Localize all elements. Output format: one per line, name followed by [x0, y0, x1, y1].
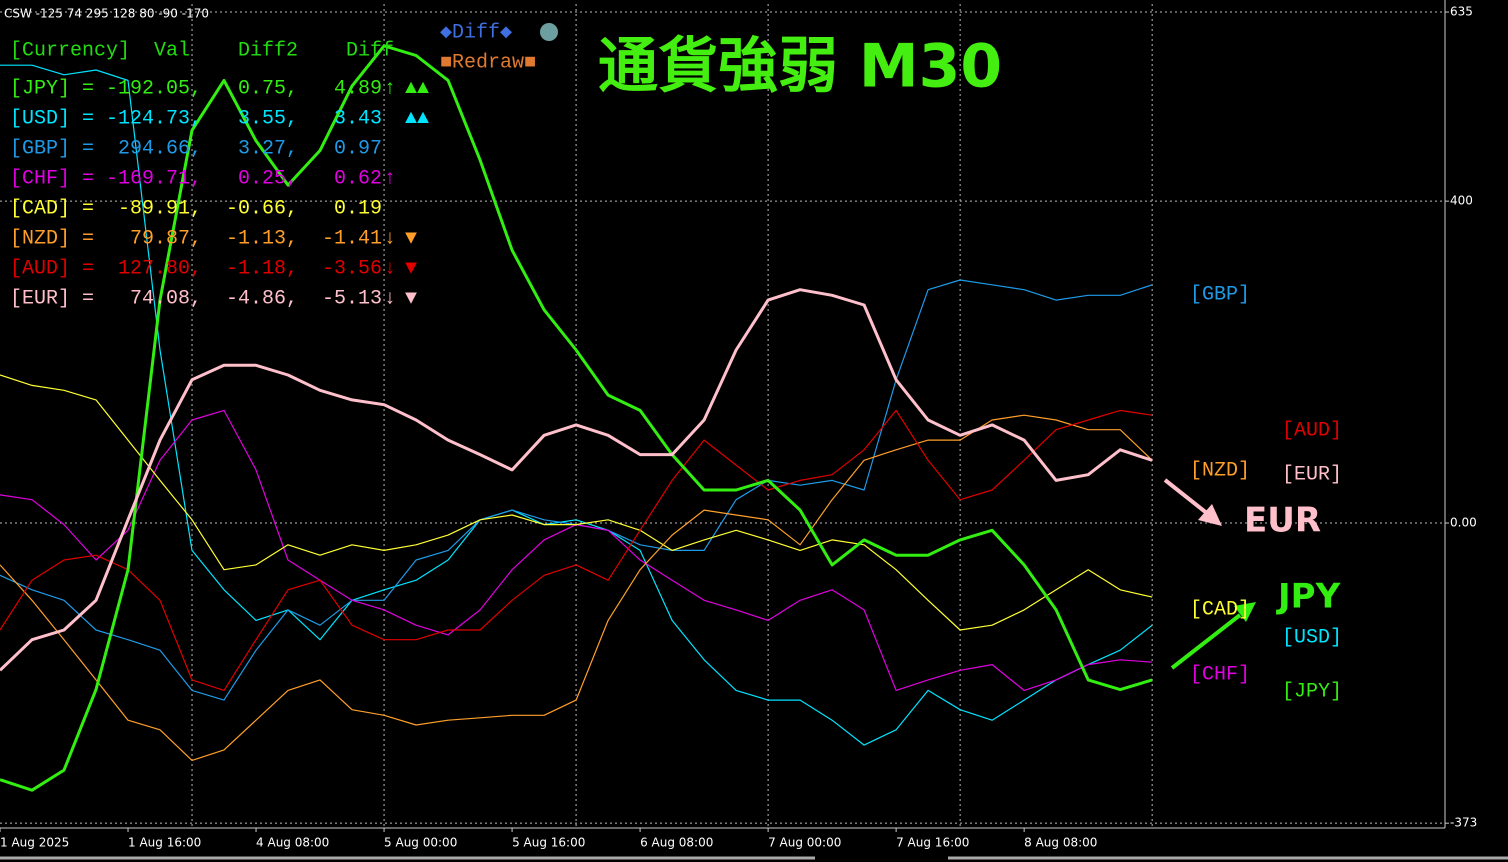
panel-arrow: ↓ — [384, 257, 396, 280]
panel-row: [USD] = -124.73, 3.55, 3.43 — [10, 107, 382, 130]
panel-signal: ▲▲ — [405, 107, 429, 130]
diff-button[interactable]: ◆Diff◆ — [440, 21, 512, 44]
panel-row: [GBP] = 294.66, 3.27, 0.97 — [10, 137, 382, 160]
x-tick-label: 5 Aug 16:00 — [512, 836, 585, 850]
series-line — [0, 44, 1153, 792]
x-tick-label: 1 Aug 2025 — [0, 836, 69, 850]
legend-label: [AUD] — [1282, 419, 1342, 442]
series-line — [0, 409, 1153, 691]
x-tick-label: 8 Aug 08:00 — [1024, 836, 1097, 850]
toggle-dot[interactable] — [540, 23, 558, 41]
panel-signal: ▲▲ — [405, 77, 429, 100]
panel-row: [CHF] = -169.71, 0.25, 0.62 — [10, 167, 382, 190]
legend-label: [EUR] — [1282, 463, 1342, 486]
legend-label: [JPY] — [1282, 680, 1342, 703]
panel-header: [Currency] Val Diff2 Diff — [10, 39, 394, 62]
x-tick-label: 7 Aug 00:00 — [768, 836, 841, 850]
annotation: EUR — [1244, 501, 1321, 541]
x-tick-label: 5 Aug 00:00 — [384, 836, 457, 850]
panel-row: [AUD] = 127.80, -1.18, -3.56 — [10, 257, 382, 280]
arrow-head — [1234, 602, 1256, 622]
redraw-button[interactable]: ■Redraw■ — [440, 51, 536, 74]
panel-signal: ▼ — [405, 287, 417, 310]
y-tick-label: 400 — [1450, 194, 1473, 208]
annotation: JPY — [1276, 577, 1341, 617]
panel-row: [NZD] = 79.87, -1.13, -1.41 — [10, 227, 382, 250]
indicator-header: CSW -125 74 295 128 80 -90 -170 — [4, 7, 209, 21]
x-tick-label: 6 Aug 08:00 — [640, 836, 713, 850]
arrow — [1163, 478, 1215, 520]
legend-label: [GBP] — [1190, 283, 1250, 306]
arrow — [1170, 613, 1242, 670]
x-tick-label: 7 Aug 16:00 — [896, 836, 969, 850]
series-line — [0, 414, 1153, 761]
x-tick-label: 4 Aug 08:00 — [256, 836, 329, 850]
legend-label: [USD] — [1282, 626, 1342, 649]
panel-arrow: ↑ — [384, 77, 396, 100]
series-line — [0, 374, 1153, 631]
y-tick-label: 635 — [1450, 5, 1473, 19]
y-tick-label: -373 — [1450, 816, 1477, 830]
legend-label: [CHF] — [1190, 663, 1250, 686]
y-tick-label: 0.00 — [1450, 516, 1477, 530]
panel: [JPY] = -192.05, 0.75, 4.89 ↑ ▲▲[USD] = -1… — [10, 77, 429, 310]
panel-row: [JPY] = -192.05, 0.75, 4.89 — [10, 77, 382, 100]
lines — [0, 44, 1153, 792]
series-line — [0, 288, 1153, 672]
chart-title: 通貨強弱 M30 — [598, 32, 1002, 102]
panel-signal: ▼ — [405, 227, 417, 250]
legend-label: [NZD] — [1190, 459, 1250, 482]
legend-label: [CAD] — [1190, 598, 1250, 621]
x-tick-label: 1 Aug 16:00 — [128, 836, 201, 850]
panel-row: [CAD] = -89.91, -0.66, 0.19 — [10, 197, 382, 220]
panel-arrow: ↓ — [384, 287, 396, 310]
arrow-head — [1198, 504, 1222, 526]
panel-arrow: ↑ — [384, 167, 396, 190]
panel-signal: ▼ — [405, 257, 417, 280]
panel-row: [EUR] = 74.08, -4.86, -5.13 — [10, 287, 382, 310]
series-line — [0, 64, 1153, 746]
panel-arrow: ↓ — [384, 227, 396, 250]
